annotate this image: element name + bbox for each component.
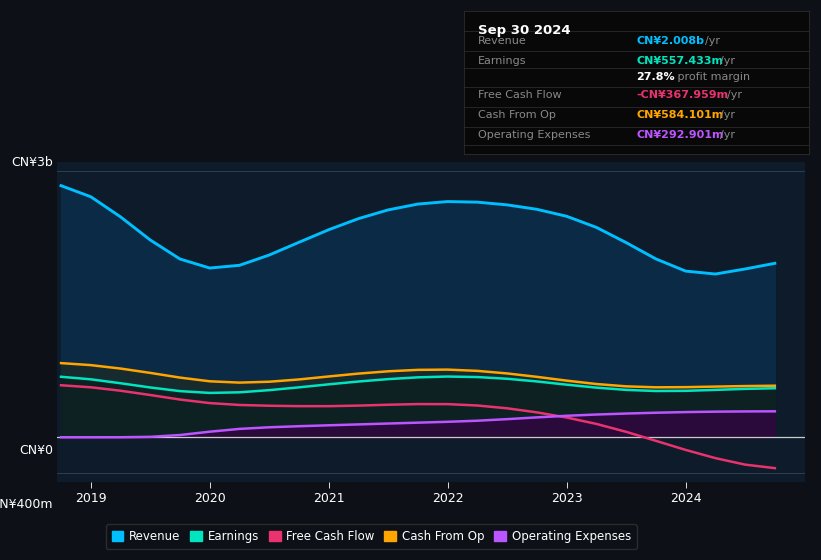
Text: /yr: /yr xyxy=(727,91,742,100)
Text: CN¥2.008b: CN¥2.008b xyxy=(636,36,704,46)
Text: /yr: /yr xyxy=(720,130,735,141)
Text: Cash From Op: Cash From Op xyxy=(478,110,556,120)
Text: /yr: /yr xyxy=(720,110,735,120)
Text: CN¥0: CN¥0 xyxy=(20,444,53,458)
Text: CN¥3b: CN¥3b xyxy=(11,156,53,169)
Text: -CN¥367.959m: -CN¥367.959m xyxy=(636,91,728,100)
Text: 27.8%: 27.8% xyxy=(636,72,675,82)
Text: CN¥584.101m: CN¥584.101m xyxy=(636,110,723,120)
Legend: Revenue, Earnings, Free Cash Flow, Cash From Op, Operating Expenses: Revenue, Earnings, Free Cash Flow, Cash … xyxy=(106,524,637,549)
Text: Earnings: Earnings xyxy=(478,56,526,66)
Text: CN¥292.901m: CN¥292.901m xyxy=(636,130,724,141)
Text: /yr: /yr xyxy=(704,36,719,46)
Text: Operating Expenses: Operating Expenses xyxy=(478,130,590,141)
Text: Sep 30 2024: Sep 30 2024 xyxy=(478,24,571,37)
Text: /yr: /yr xyxy=(720,56,735,66)
Text: CN¥557.433m: CN¥557.433m xyxy=(636,56,723,66)
Text: profit margin: profit margin xyxy=(674,72,750,82)
Text: Revenue: Revenue xyxy=(478,36,526,46)
Text: -CN¥400m: -CN¥400m xyxy=(0,497,53,511)
Text: Free Cash Flow: Free Cash Flow xyxy=(478,91,562,100)
